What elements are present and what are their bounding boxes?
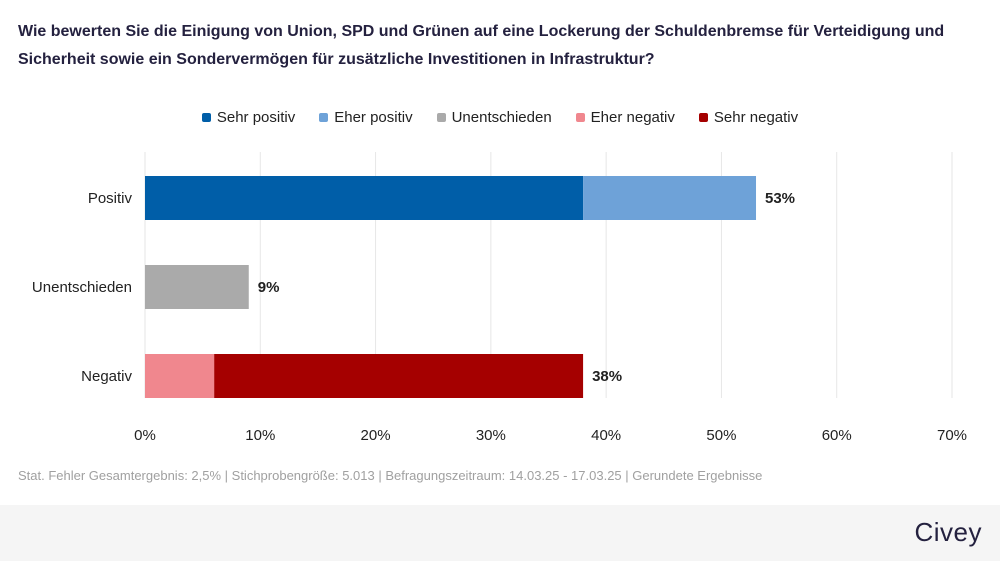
bar-segment — [583, 176, 757, 220]
civey-logo: Civey — [914, 517, 982, 547]
x-tick-label: 20% — [361, 427, 391, 444]
x-tick-label: 40% — [591, 427, 621, 444]
bar-segment — [145, 265, 249, 309]
category-label: Negativ — [81, 368, 132, 385]
data-label: 9% — [258, 279, 280, 296]
x-tick-label: 10% — [245, 427, 275, 444]
bar-segment — [145, 176, 584, 220]
footer-bar: Civey — [0, 505, 1000, 561]
legend-swatch — [201, 112, 211, 122]
bar-segment — [214, 354, 584, 398]
legend-label: Sehr positiv — [216, 108, 296, 126]
legend-swatch — [698, 112, 708, 122]
x-tick-label: 60% — [822, 427, 852, 444]
legend-label: Eher positiv — [334, 108, 413, 126]
legend: Sehr positiv Eher positiv Unentschieden Ehe… — [0, 106, 1000, 128]
legend-swatch — [436, 112, 446, 122]
x-tick-label: 30% — [476, 427, 506, 444]
data-label: 53% — [765, 190, 795, 207]
legend-label: Eher negativ — [590, 108, 675, 126]
bar-segment — [145, 354, 215, 398]
legend-swatch — [575, 112, 585, 122]
bar-chart: 0% 10% 20% 30% 40% 50% 60% 70% Positiv 53% Unentsc… — [32, 152, 967, 444]
x-tick-label: 70% — [937, 427, 967, 444]
category-label: Unentschieden — [32, 279, 132, 296]
legend-swatch — [319, 112, 329, 122]
legend-item: Eher positiv — [319, 108, 413, 126]
legend-item: Eher negativ — [575, 108, 675, 126]
legend-label: Sehr negativ — [713, 108, 799, 126]
legend-label: Unentschieden — [451, 108, 552, 126]
data-label: 38% — [592, 368, 622, 385]
legend-item: Sehr positiv — [201, 108, 296, 126]
x-tick-label: 0% — [134, 427, 156, 444]
legend-item: Sehr negativ — [698, 108, 799, 126]
category-label: Positiv — [88, 190, 133, 207]
x-tick-label: 50% — [706, 427, 736, 444]
chart-title: Wie bewerten Sie die Einigung von Union,… — [18, 23, 945, 68]
legend-item: Unentschieden — [436, 108, 552, 126]
footnote: Stat. Fehler Gesamtergebnis: 2,5% | Stic… — [18, 468, 763, 483]
